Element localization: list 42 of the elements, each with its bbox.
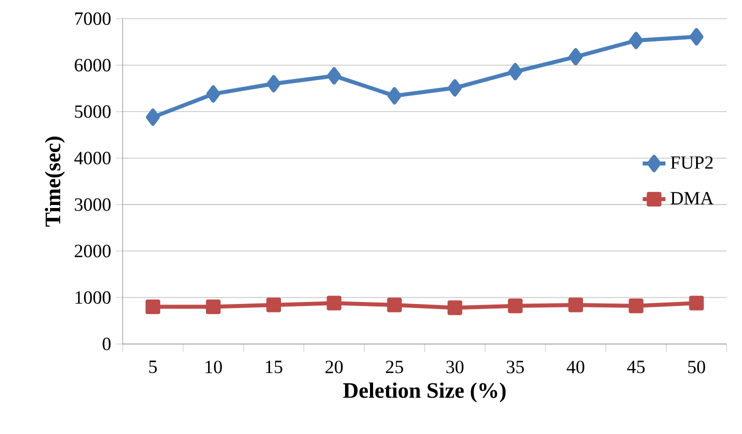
x-tick-label: 45 [627, 360, 645, 374]
point [206, 85, 220, 103]
point [629, 32, 644, 50]
legend-label: FUP2 [670, 156, 713, 169]
point [689, 296, 704, 310]
point [146, 299, 160, 314]
x-tick-label: 5 [149, 360, 157, 374]
x-tick-label: 40 [566, 360, 584, 374]
point [387, 298, 402, 312]
y-tick-label: 2000 [74, 244, 111, 258]
point [568, 298, 584, 312]
point [448, 300, 462, 316]
point [689, 28, 704, 46]
point [387, 87, 402, 104]
x-axis-title: Deletion Size (%) [343, 382, 506, 402]
x-tick-label: 50 [688, 360, 706, 374]
x-tick-label: 15 [266, 360, 282, 374]
y-tick-label: 3000 [74, 198, 111, 211]
point [266, 298, 282, 312]
point [146, 108, 160, 126]
y-tick-label: 4000 [74, 152, 111, 164]
point [508, 62, 522, 80]
x-tick-label: 25 [386, 360, 404, 374]
y-axis-title: Time(sec) [44, 136, 65, 227]
x-tick-label: 30 [446, 360, 464, 374]
x-tick-label: 20 [326, 360, 343, 374]
y-tick-label: 7000 [75, 12, 111, 25]
y-tick-label: 0 [102, 338, 111, 350]
point [326, 296, 342, 310]
point [628, 298, 644, 314]
point [206, 299, 221, 314]
y-tick-label: 1000 [76, 291, 111, 304]
y-tick-label: 5000 [75, 105, 111, 118]
point [448, 79, 462, 97]
point [568, 48, 583, 66]
legend-label: DMA [670, 192, 714, 204]
x-tick-label: 35 [506, 360, 524, 374]
x-tick-label: 10 [206, 360, 222, 374]
y-tick-label: 6000 [74, 58, 111, 72]
point [266, 75, 281, 92]
point [327, 67, 342, 84]
point [508, 298, 523, 314]
